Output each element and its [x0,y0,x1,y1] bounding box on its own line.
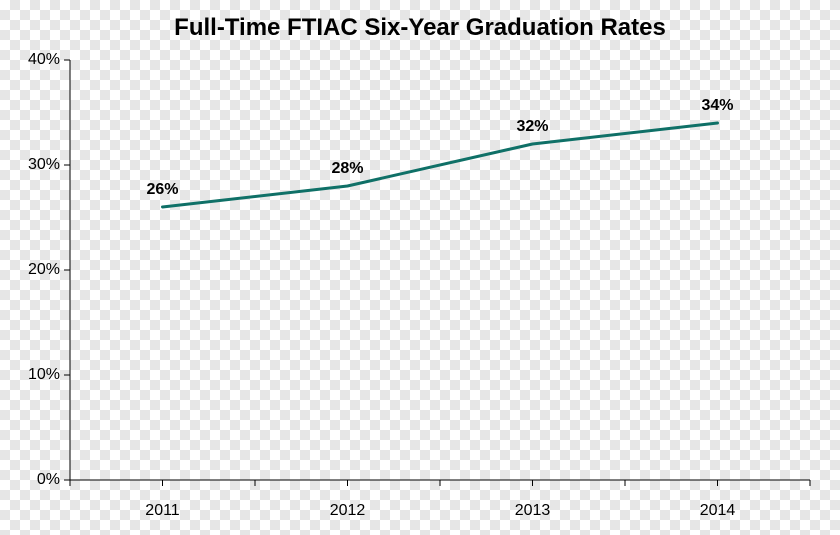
chart-title: Full-Time FTIAC Six-Year Graduation Rate… [0,14,840,42]
y-tick-label: 10% [0,366,60,384]
y-tick-label: 40% [0,51,60,69]
data-label: 32% [516,118,548,136]
data-label: 28% [331,160,363,178]
y-tick-label: 30% [0,156,60,174]
data-label: 26% [146,181,178,199]
y-tick-label: 0% [0,471,60,489]
x-tick-label: 2014 [700,502,736,520]
x-tick-label: 2013 [515,502,551,520]
line-chart: Full-Time FTIAC Six-Year Graduation Rate… [0,0,840,535]
x-tick-label: 2012 [330,502,366,520]
data-line [70,60,810,480]
plot-area: 0%10%20%30%40%201120122013201426%28%32%3… [70,60,810,480]
data-label: 34% [701,97,733,115]
y-tick-label: 20% [0,261,60,279]
x-tick-label: 2011 [145,502,179,520]
